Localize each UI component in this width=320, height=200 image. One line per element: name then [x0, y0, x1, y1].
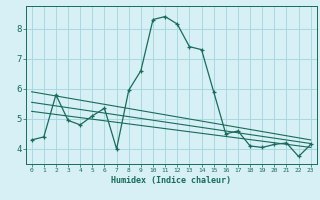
X-axis label: Humidex (Indice chaleur): Humidex (Indice chaleur): [111, 176, 231, 185]
